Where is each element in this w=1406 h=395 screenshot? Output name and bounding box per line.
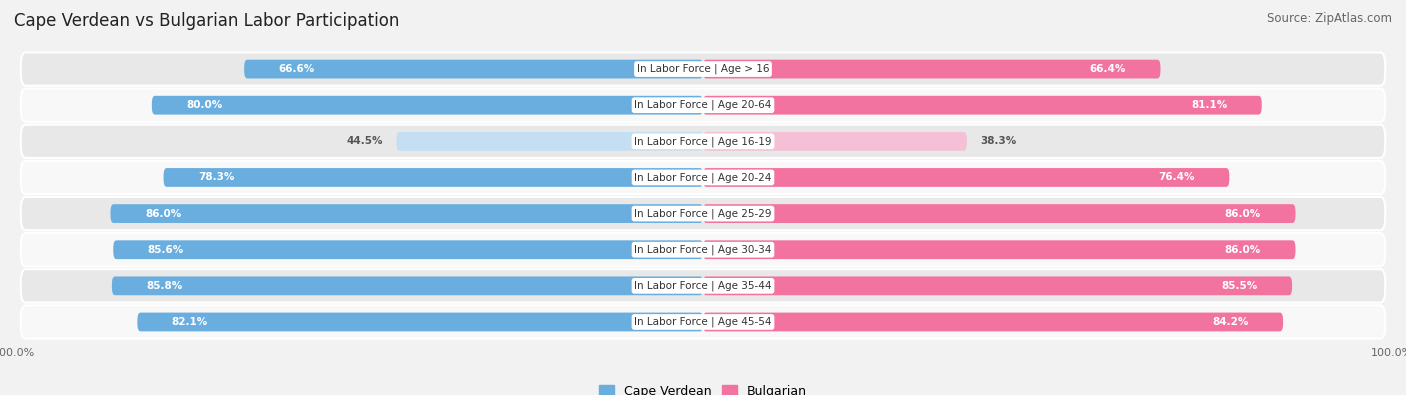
Text: 76.4%: 76.4% bbox=[1159, 173, 1195, 182]
FancyBboxPatch shape bbox=[21, 53, 1385, 86]
Text: 66.4%: 66.4% bbox=[1090, 64, 1126, 74]
Text: 82.1%: 82.1% bbox=[172, 317, 208, 327]
Text: 80.0%: 80.0% bbox=[186, 100, 222, 110]
Text: 44.5%: 44.5% bbox=[346, 136, 382, 146]
Text: In Labor Force | Age 20-64: In Labor Force | Age 20-64 bbox=[634, 100, 772, 111]
Text: In Labor Force | Age 20-24: In Labor Force | Age 20-24 bbox=[634, 172, 772, 183]
Text: 85.5%: 85.5% bbox=[1222, 281, 1257, 291]
FancyBboxPatch shape bbox=[703, 168, 1229, 187]
Text: In Labor Force | Age 45-54: In Labor Force | Age 45-54 bbox=[634, 317, 772, 327]
FancyBboxPatch shape bbox=[21, 88, 1385, 122]
FancyBboxPatch shape bbox=[396, 132, 703, 151]
FancyBboxPatch shape bbox=[703, 60, 1160, 79]
Text: 86.0%: 86.0% bbox=[1225, 245, 1261, 255]
Text: In Labor Force | Age 35-44: In Labor Force | Age 35-44 bbox=[634, 280, 772, 291]
FancyBboxPatch shape bbox=[703, 96, 1261, 115]
Text: In Labor Force | Age 30-34: In Labor Force | Age 30-34 bbox=[634, 245, 772, 255]
FancyBboxPatch shape bbox=[703, 312, 1284, 331]
FancyBboxPatch shape bbox=[703, 276, 1292, 295]
Text: Source: ZipAtlas.com: Source: ZipAtlas.com bbox=[1267, 12, 1392, 25]
FancyBboxPatch shape bbox=[245, 60, 703, 79]
FancyBboxPatch shape bbox=[21, 197, 1385, 230]
FancyBboxPatch shape bbox=[112, 276, 703, 295]
Text: 86.0%: 86.0% bbox=[1225, 209, 1261, 218]
FancyBboxPatch shape bbox=[21, 233, 1385, 266]
Text: 81.1%: 81.1% bbox=[1191, 100, 1227, 110]
Text: In Labor Force | Age 25-29: In Labor Force | Age 25-29 bbox=[634, 208, 772, 219]
FancyBboxPatch shape bbox=[21, 305, 1385, 339]
Legend: Cape Verdean, Bulgarian: Cape Verdean, Bulgarian bbox=[595, 380, 811, 395]
FancyBboxPatch shape bbox=[21, 161, 1385, 194]
FancyBboxPatch shape bbox=[138, 312, 703, 331]
Text: Cape Verdean vs Bulgarian Labor Participation: Cape Verdean vs Bulgarian Labor Particip… bbox=[14, 12, 399, 30]
FancyBboxPatch shape bbox=[21, 269, 1385, 303]
FancyBboxPatch shape bbox=[114, 240, 703, 259]
Text: In Labor Force | Age 16-19: In Labor Force | Age 16-19 bbox=[634, 136, 772, 147]
Text: 84.2%: 84.2% bbox=[1212, 317, 1249, 327]
FancyBboxPatch shape bbox=[703, 240, 1295, 259]
Text: 66.6%: 66.6% bbox=[278, 64, 315, 74]
Text: 78.3%: 78.3% bbox=[198, 173, 235, 182]
Text: 86.0%: 86.0% bbox=[145, 209, 181, 218]
FancyBboxPatch shape bbox=[111, 204, 703, 223]
FancyBboxPatch shape bbox=[703, 204, 1295, 223]
Text: In Labor Force | Age > 16: In Labor Force | Age > 16 bbox=[637, 64, 769, 74]
Text: 38.3%: 38.3% bbox=[980, 136, 1017, 146]
FancyBboxPatch shape bbox=[21, 125, 1385, 158]
FancyBboxPatch shape bbox=[163, 168, 703, 187]
FancyBboxPatch shape bbox=[703, 132, 967, 151]
FancyBboxPatch shape bbox=[152, 96, 703, 115]
Text: 85.8%: 85.8% bbox=[146, 281, 183, 291]
Text: 85.6%: 85.6% bbox=[148, 245, 184, 255]
